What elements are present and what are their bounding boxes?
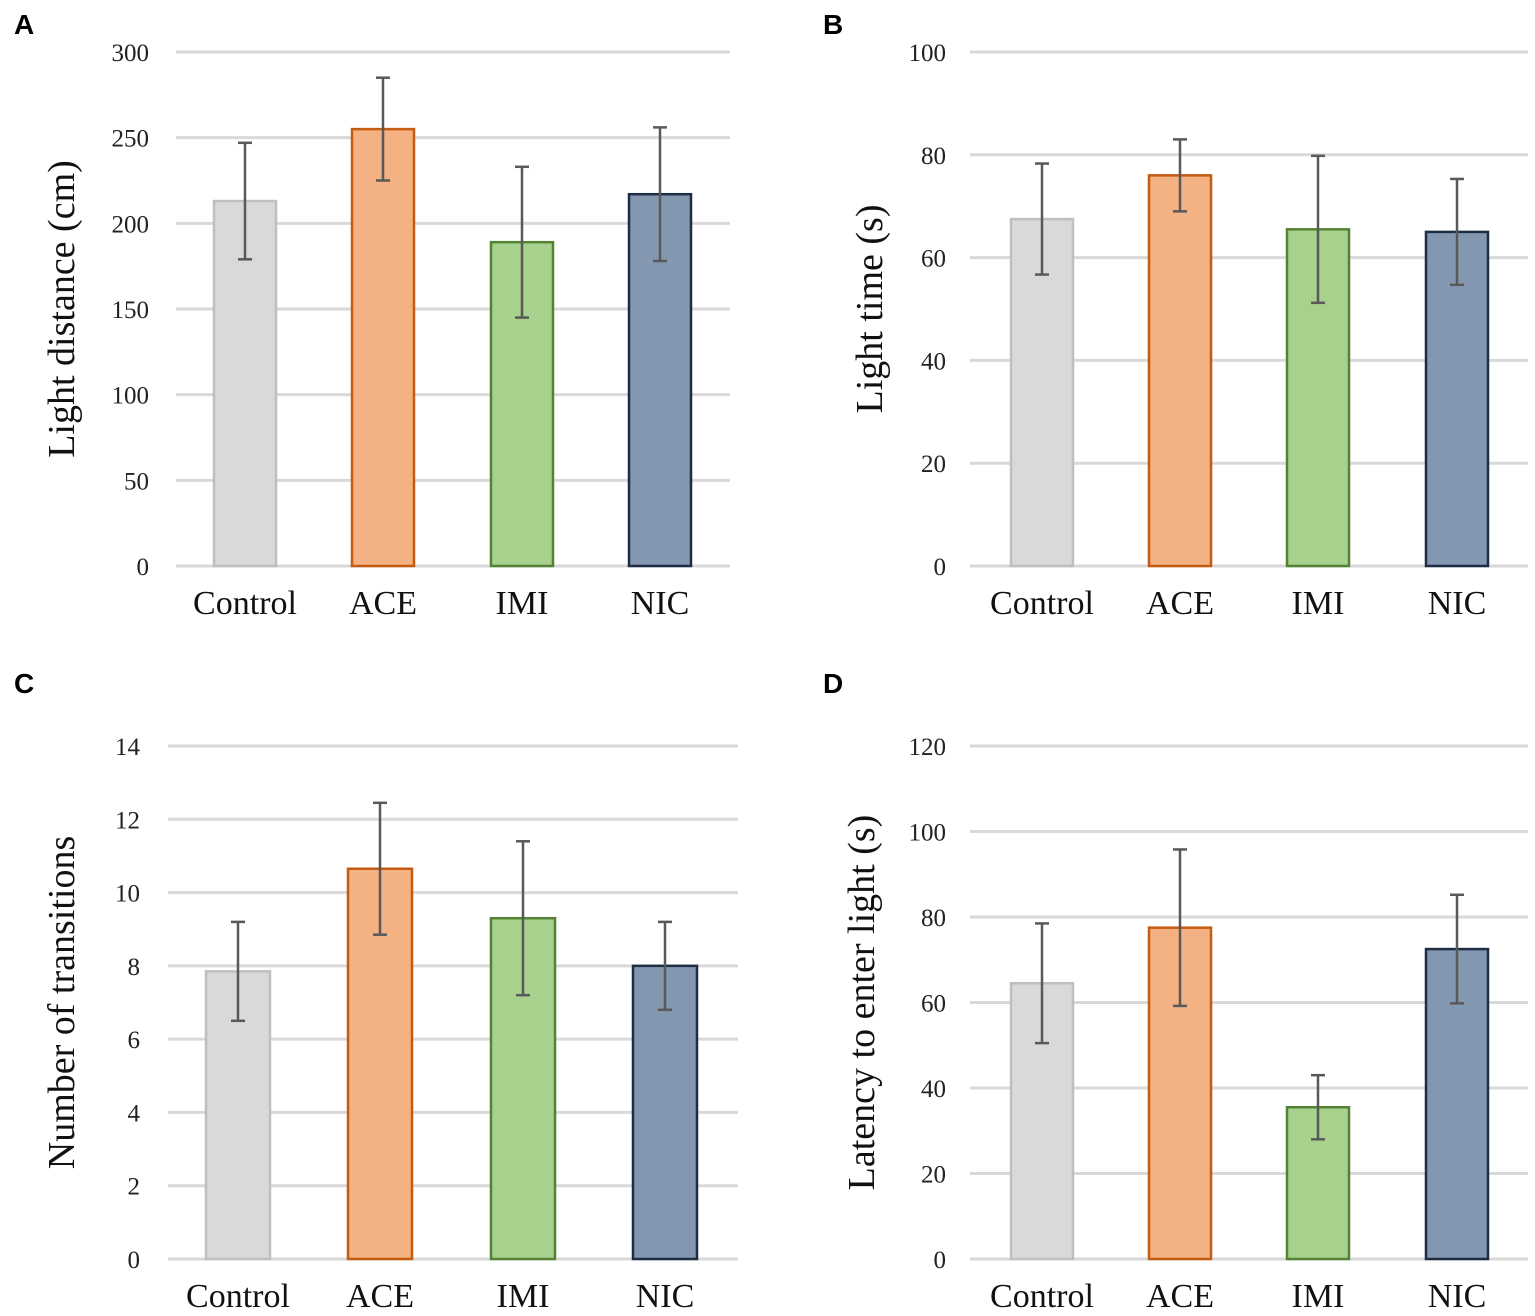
y-tick-label: 6	[128, 1027, 141, 1054]
x-category-label: NIC	[631, 585, 690, 622]
x-category-label: NIC	[636, 1278, 695, 1315]
y-tick-label: 80	[921, 905, 946, 932]
y-tick-label: 0	[137, 554, 150, 581]
y-tick-label: 20	[921, 451, 946, 478]
bar-ace	[1147, 174, 1213, 568]
panel-c: C 0 2 4 6 8 10 12 14 Number of transitions Control…	[14, 668, 738, 1315]
y-tick-label: 0	[934, 1247, 947, 1274]
x-category-label: ACE	[1146, 1278, 1214, 1315]
y-tick-label: 80	[921, 143, 946, 170]
y-tick-label: 50	[124, 468, 149, 495]
y-tick-label: 12	[115, 807, 140, 834]
y-tick-label: 10	[115, 881, 140, 908]
x-category-label: Control	[186, 1278, 290, 1315]
y-tick-label: 200	[112, 211, 150, 238]
y-tick-label: 0	[934, 554, 947, 581]
x-category-label: NIC	[1428, 1278, 1487, 1315]
y-tick-label: 14	[115, 734, 141, 761]
y-tick-label: 60	[921, 246, 946, 273]
bar-control	[212, 199, 278, 568]
y-tick-label: 40	[921, 348, 946, 375]
y-tick-label: 0	[128, 1247, 141, 1274]
bar-nic	[1424, 230, 1490, 568]
y-tick-label: 40	[921, 1076, 946, 1103]
y-tick-label: 8	[128, 954, 141, 981]
y-tick-label: 300	[112, 40, 150, 67]
x-category-label: ACE	[1146, 585, 1214, 622]
x-category-label: IMI	[496, 585, 549, 622]
panel-b: B 0 20 40 60 80 100 Light time (s) Control ACE IMI…	[823, 9, 1528, 622]
panel-a: A 0 50 100 150 200 250 300 Light distance (cm) Co…	[14, 9, 730, 622]
y-axis-title: Light distance (cm)	[41, 160, 83, 458]
bar-control	[1009, 217, 1075, 568]
y-tick-label: 2	[128, 1174, 141, 1201]
x-category-label: NIC	[1428, 585, 1487, 622]
bar-ace	[350, 127, 416, 568]
y-axis-title: Number of transitions	[41, 836, 83, 1170]
y-tick-label: 100	[909, 40, 947, 67]
x-category-label: Control	[193, 585, 297, 622]
x-category-label: ACE	[349, 585, 417, 622]
bar-nic	[627, 192, 693, 568]
y-axis-title: Light time (s)	[849, 205, 891, 414]
x-category-label: Control	[990, 585, 1094, 622]
x-category-label: ACE	[346, 1278, 414, 1315]
y-tick-label: 100	[112, 383, 150, 410]
bar-imi	[489, 240, 555, 568]
y-tick-label: 60	[921, 991, 946, 1018]
bar-nic	[631, 964, 699, 1261]
y-axis-title: Latency to enter light (s)	[841, 815, 883, 1191]
y-tick-label: 150	[112, 297, 150, 324]
x-category-label: IMI	[497, 1278, 550, 1315]
x-category-label: Control	[990, 1278, 1094, 1315]
panel-letter: A	[14, 9, 34, 40]
y-tick-label: 120	[909, 734, 947, 761]
y-tick-label: 250	[112, 126, 150, 153]
panel-d: D 0 20 40 60 80 100 120 Latency to enter light (…	[823, 668, 1528, 1315]
y-tick-label: 100	[909, 820, 947, 847]
panel-letter: D	[823, 668, 843, 699]
x-category-label: IMI	[1292, 585, 1345, 622]
y-tick-label: 4	[128, 1100, 141, 1127]
panel-letter: B	[823, 9, 843, 40]
y-tick-label: 20	[921, 1162, 946, 1189]
panel-letter: C	[14, 668, 34, 699]
x-category-label: IMI	[1292, 1278, 1345, 1315]
